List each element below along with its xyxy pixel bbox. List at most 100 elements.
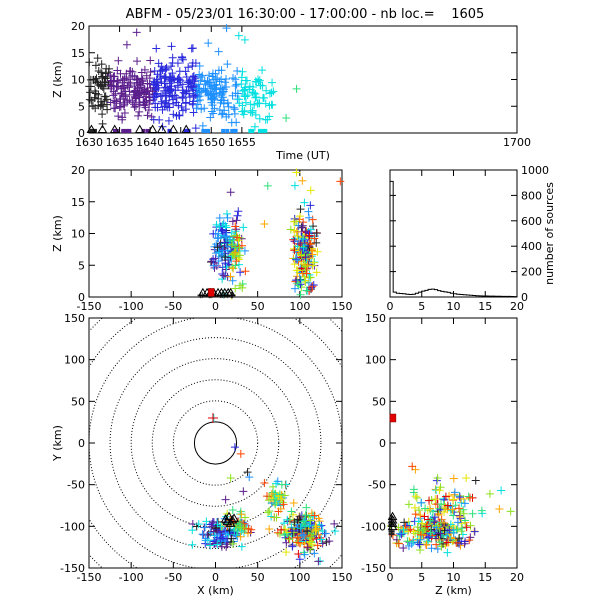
source-marker — [217, 110, 226, 119]
source-marker — [184, 78, 193, 87]
source-marker — [156, 72, 165, 81]
station-triangle — [222, 516, 233, 526]
source-marker — [268, 78, 277, 87]
source-marker — [146, 56, 155, 65]
source-marker — [109, 104, 118, 113]
source-marker — [215, 214, 224, 223]
source-marker — [219, 271, 228, 280]
source-marker — [208, 93, 217, 102]
x-tick-label: -50 — [164, 571, 182, 584]
source-marker — [240, 91, 249, 100]
x-tick-label: 100 — [289, 571, 310, 584]
source-marker — [458, 524, 467, 533]
source-marker — [468, 509, 477, 518]
source-marker — [133, 57, 142, 66]
source-marker — [452, 538, 461, 547]
source-marker — [300, 550, 309, 559]
source-marker — [172, 93, 181, 102]
x-tick-label: 15 — [478, 571, 492, 584]
source-marker — [260, 219, 269, 228]
source-marker — [458, 530, 467, 539]
source-marker — [207, 413, 218, 423]
x-tick-label: 1645 — [167, 136, 195, 149]
source-marker — [142, 97, 151, 106]
source-marker — [288, 542, 297, 551]
source-marker — [237, 542, 246, 551]
source-marker — [133, 75, 142, 84]
source-marker — [331, 527, 340, 536]
source-marker — [254, 99, 263, 108]
source-marker — [235, 99, 244, 108]
source-marker — [229, 103, 238, 112]
source-marker — [265, 89, 274, 98]
source-marker — [280, 531, 289, 540]
source-marker — [455, 504, 464, 513]
source-marker — [205, 71, 214, 80]
source-marker — [433, 474, 442, 482]
source-marker — [215, 77, 224, 86]
plot-area — [386, 413, 515, 557]
source-marker — [399, 544, 408, 553]
source-marker — [306, 516, 315, 525]
source-marker — [209, 255, 218, 264]
x-tick-label: 150 — [332, 571, 353, 584]
y-tick-label: 15 — [71, 47, 85, 60]
source-marker — [173, 81, 182, 90]
source-marker — [256, 81, 265, 90]
source-marker — [205, 78, 214, 87]
source-marker — [300, 235, 309, 244]
source-marker — [434, 509, 443, 518]
y-tick-label: -50 — [368, 479, 386, 492]
y-axis-title: Z (km) — [51, 215, 64, 252]
y-tick-label: 200 — [521, 266, 542, 279]
source-marker — [214, 257, 223, 266]
y-tick-label: 0 — [521, 291, 528, 304]
source-marker — [214, 233, 223, 242]
source-marker — [133, 91, 142, 100]
source-marker — [421, 504, 430, 513]
source-marker — [303, 527, 312, 536]
source-marker — [221, 253, 230, 262]
range-ring — [109, 337, 322, 549]
source-marker — [203, 531, 212, 540]
source-marker — [213, 520, 222, 529]
source-marker — [107, 81, 116, 90]
source-marker — [299, 235, 308, 244]
source-marker — [177, 53, 186, 62]
source-marker — [278, 498, 287, 507]
source-marker — [309, 280, 318, 289]
x-tick-label: 1640 — [136, 136, 164, 149]
source-marker — [238, 67, 247, 76]
source-marker — [198, 530, 207, 539]
source-marker — [210, 104, 219, 113]
source-marker — [232, 80, 241, 89]
station-triangle — [168, 124, 179, 133]
source-marker — [200, 77, 209, 86]
source-marker — [313, 541, 322, 550]
source-marker — [301, 277, 310, 286]
source-marker — [86, 88, 95, 97]
station-triangle — [147, 124, 158, 133]
source-marker — [411, 529, 420, 538]
source-marker — [282, 548, 291, 557]
source-marker — [237, 80, 246, 89]
source-marker — [289, 217, 298, 226]
source-marker — [157, 77, 166, 86]
source-marker — [277, 480, 286, 489]
source-marker — [226, 527, 235, 536]
source-marker — [309, 258, 318, 267]
source-marker — [233, 89, 242, 98]
source-marker — [174, 73, 183, 82]
y-axis-title: Y (km) — [51, 425, 64, 462]
source-marker — [289, 499, 298, 508]
source-marker — [233, 211, 242, 220]
station-triangle — [387, 511, 398, 521]
source-marker — [282, 114, 291, 123]
source-marker — [302, 503, 311, 512]
y-tick-label: 20 — [71, 164, 85, 177]
source-marker — [311, 526, 320, 535]
source-marker — [162, 102, 171, 111]
source-marker — [275, 529, 284, 538]
y-tick-label: 10 — [71, 228, 85, 241]
source-marker — [189, 72, 198, 81]
